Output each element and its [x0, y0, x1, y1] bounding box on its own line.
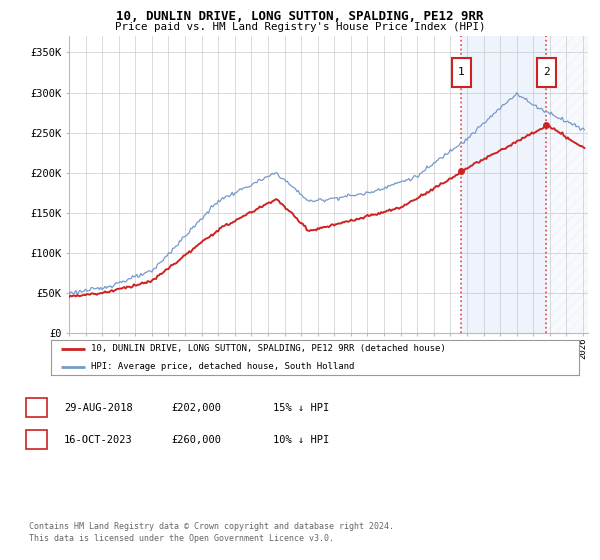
Text: 2: 2 — [34, 435, 40, 445]
Text: 29-AUG-2018: 29-AUG-2018 — [64, 403, 133, 413]
Text: 1: 1 — [34, 403, 40, 413]
Text: Price paid vs. HM Land Registry's House Price Index (HPI): Price paid vs. HM Land Registry's House … — [115, 22, 485, 32]
Bar — [537, 58, 556, 87]
Text: Contains HM Land Registry data © Crown copyright and database right 2024.: Contains HM Land Registry data © Crown c… — [29, 522, 394, 531]
Text: 1: 1 — [458, 68, 465, 77]
Text: £260,000: £260,000 — [171, 435, 221, 445]
Text: 2: 2 — [543, 68, 550, 77]
Text: 10, DUNLIN DRIVE, LONG SUTTON, SPALDING, PE12 9RR (detached house): 10, DUNLIN DRIVE, LONG SUTTON, SPALDING,… — [91, 344, 445, 353]
Bar — [461, 36, 547, 333]
Text: £202,000: £202,000 — [171, 403, 221, 413]
Text: 16-OCT-2023: 16-OCT-2023 — [64, 435, 133, 445]
Text: 10, DUNLIN DRIVE, LONG SUTTON, SPALDING, PE12 9RR: 10, DUNLIN DRIVE, LONG SUTTON, SPALDING,… — [116, 10, 484, 23]
Text: 15% ↓ HPI: 15% ↓ HPI — [273, 403, 329, 413]
Text: HPI: Average price, detached house, South Holland: HPI: Average price, detached house, Sout… — [91, 362, 354, 371]
Bar — [452, 58, 470, 87]
Text: This data is licensed under the Open Government Licence v3.0.: This data is licensed under the Open Gov… — [29, 534, 334, 543]
Bar — [547, 36, 588, 333]
Text: 10% ↓ HPI: 10% ↓ HPI — [273, 435, 329, 445]
